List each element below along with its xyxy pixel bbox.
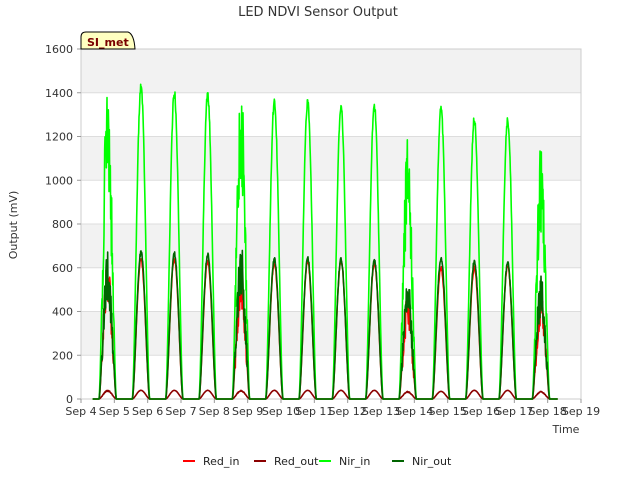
- x-tick-label: Sep 5: [99, 405, 130, 418]
- y-tick-label: 800: [52, 218, 73, 231]
- site-badge: SI_met: [80, 31, 136, 50]
- legend-label: Nir_in: [339, 455, 370, 468]
- series-line-nir-out: [92, 249, 559, 400]
- band: [81, 224, 581, 268]
- x-tick-label: Sep 8: [199, 405, 230, 418]
- x-tick-label: Sep 12: [329, 405, 367, 418]
- badge-box: [80, 31, 136, 50]
- x-tick-label: Sep 9: [232, 405, 263, 418]
- x-tick-label: Sep 16: [462, 405, 500, 418]
- x-tick-label: Sep 14: [395, 405, 433, 418]
- x-tick-label: Sep 15: [429, 405, 467, 418]
- badge-label: SI_met: [87, 36, 129, 49]
- y-axis-title: Output (mV): [7, 191, 20, 260]
- band: [81, 136, 581, 181]
- background-bands: [81, 49, 581, 399]
- x-tick-label: Sep 10: [262, 405, 300, 418]
- legend-label: Red_out: [274, 455, 319, 468]
- x-tick-label: Sep 11: [295, 405, 333, 418]
- x-tick-label: Sep 6: [132, 405, 163, 418]
- y-tick-label: 1000: [45, 174, 73, 187]
- x-tick-label: Sep 17: [495, 405, 533, 418]
- y-tick-label: 1200: [45, 131, 73, 144]
- x-tick-label: Sep 19: [562, 405, 600, 418]
- chart-title: LED NDVI Sensor Output: [238, 5, 398, 20]
- series-layer: [92, 83, 559, 400]
- band: [81, 49, 581, 93]
- x-tick-label: Sep 4: [65, 405, 96, 418]
- y-tick-label: 600: [52, 262, 73, 275]
- y-tick-label: 1600: [45, 43, 73, 56]
- x-tick-label: Sep 7: [165, 405, 196, 418]
- band: [81, 267, 581, 312]
- y-tick-label: 1400: [45, 87, 73, 100]
- y-tick-label: 0: [66, 393, 73, 406]
- band: [81, 180, 581, 224]
- legend-label: Nir_out: [412, 455, 452, 468]
- legend-label: Red_in: [203, 455, 239, 468]
- legend: Red_in Red_out Nir_in Nir_out: [183, 455, 452, 468]
- x-tick-label: Sep 13: [362, 405, 400, 418]
- band: [81, 311, 581, 356]
- x-tick-label: Sep 18: [529, 405, 567, 418]
- band: [81, 92, 581, 137]
- x-axis-title: Time: [552, 423, 580, 436]
- band: [81, 355, 581, 399]
- y-tick-label: 400: [52, 306, 73, 319]
- y-tick-label: 200: [52, 349, 73, 362]
